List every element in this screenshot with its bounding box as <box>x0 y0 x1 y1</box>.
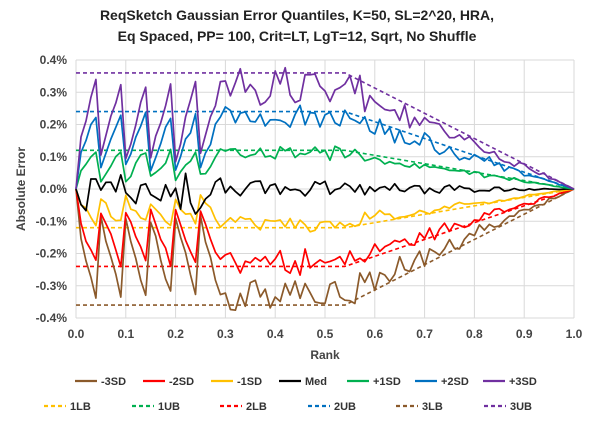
x-tick-label: 0.0 <box>68 327 85 341</box>
x-tick-label: 0.9 <box>516 327 533 341</box>
x-tick-label: 0.6 <box>366 327 383 341</box>
x-tick-label: 1.0 <box>566 327 583 341</box>
tick-layer: 0.4% 0.3% 0.2% 0.1% 0.0% -0.1% -0.2% -0.3% -0.4%… <box>36 53 583 341</box>
y-tick-label: 0.3% <box>40 85 68 99</box>
legend-label: -1SD <box>237 376 262 388</box>
y-tick-label: 0.2% <box>40 118 68 132</box>
x-tick-label: 0.1 <box>117 327 134 341</box>
series-layer <box>75 66 575 312</box>
x-tick-label: 0.8 <box>466 327 483 341</box>
series-line-1sd <box>75 188 575 233</box>
y-tick-label: 0.0% <box>40 182 68 196</box>
series-line-1sd <box>75 145 575 190</box>
legend-label: 1LB <box>70 401 91 413</box>
series-line-2lb <box>76 188 575 268</box>
series-line-3sd <box>75 66 575 190</box>
y-tick-label: 0.4% <box>40 53 68 67</box>
y-tick-label: 0.1% <box>40 150 68 164</box>
legend-label: Med <box>305 376 327 388</box>
legend-label: +3SD <box>509 376 537 388</box>
y-tick-label: -0.3% <box>36 279 68 293</box>
legend-label: 3LB <box>422 401 443 413</box>
chart-title-line-2: Eq Spaced, PP= 100, Crit=LT, LgT=12, Sqr… <box>118 28 477 44</box>
series-line-2sd <box>75 188 575 276</box>
x-axis-label: Rank <box>310 348 340 362</box>
x-tick-label: 0.3 <box>217 327 234 341</box>
legend: -3SD -2SD -1SD Med +1SD +2SD +3SD 1LB 1UB 2LB 2UB 3… <box>44 376 537 413</box>
x-tick-label: 0.4 <box>267 327 284 341</box>
legend-label: 2LB <box>246 401 267 413</box>
legend-label: -2SD <box>169 376 194 388</box>
legend-label: 3UB <box>510 401 532 413</box>
series-line-med <box>75 172 575 215</box>
series-line-2sd <box>75 104 575 190</box>
series-line-3sd <box>75 188 575 312</box>
legend-label: -3SD <box>101 376 126 388</box>
y-tick-label: -0.2% <box>36 247 68 261</box>
y-axis-label: Absolute Error <box>14 147 28 231</box>
y-tick-label: -0.1% <box>36 214 68 228</box>
x-tick-label: 0.7 <box>416 327 433 341</box>
y-tick-label: -0.4% <box>36 311 68 325</box>
series-line-1lb <box>76 188 575 229</box>
legend-label: 2UB <box>334 401 356 413</box>
legend-label: 1UB <box>158 401 180 413</box>
x-tick-label: 0.2 <box>167 327 184 341</box>
series-line-3lb <box>76 188 575 306</box>
x-tick-label: 0.5 <box>317 327 334 341</box>
series-line-3ub <box>76 72 575 190</box>
chart-title-line-1: ReqSketch Gaussian Error Quantiles, K=50… <box>100 7 494 23</box>
legend-label: +2SD <box>441 376 469 388</box>
legend-label: +1SD <box>373 376 401 388</box>
